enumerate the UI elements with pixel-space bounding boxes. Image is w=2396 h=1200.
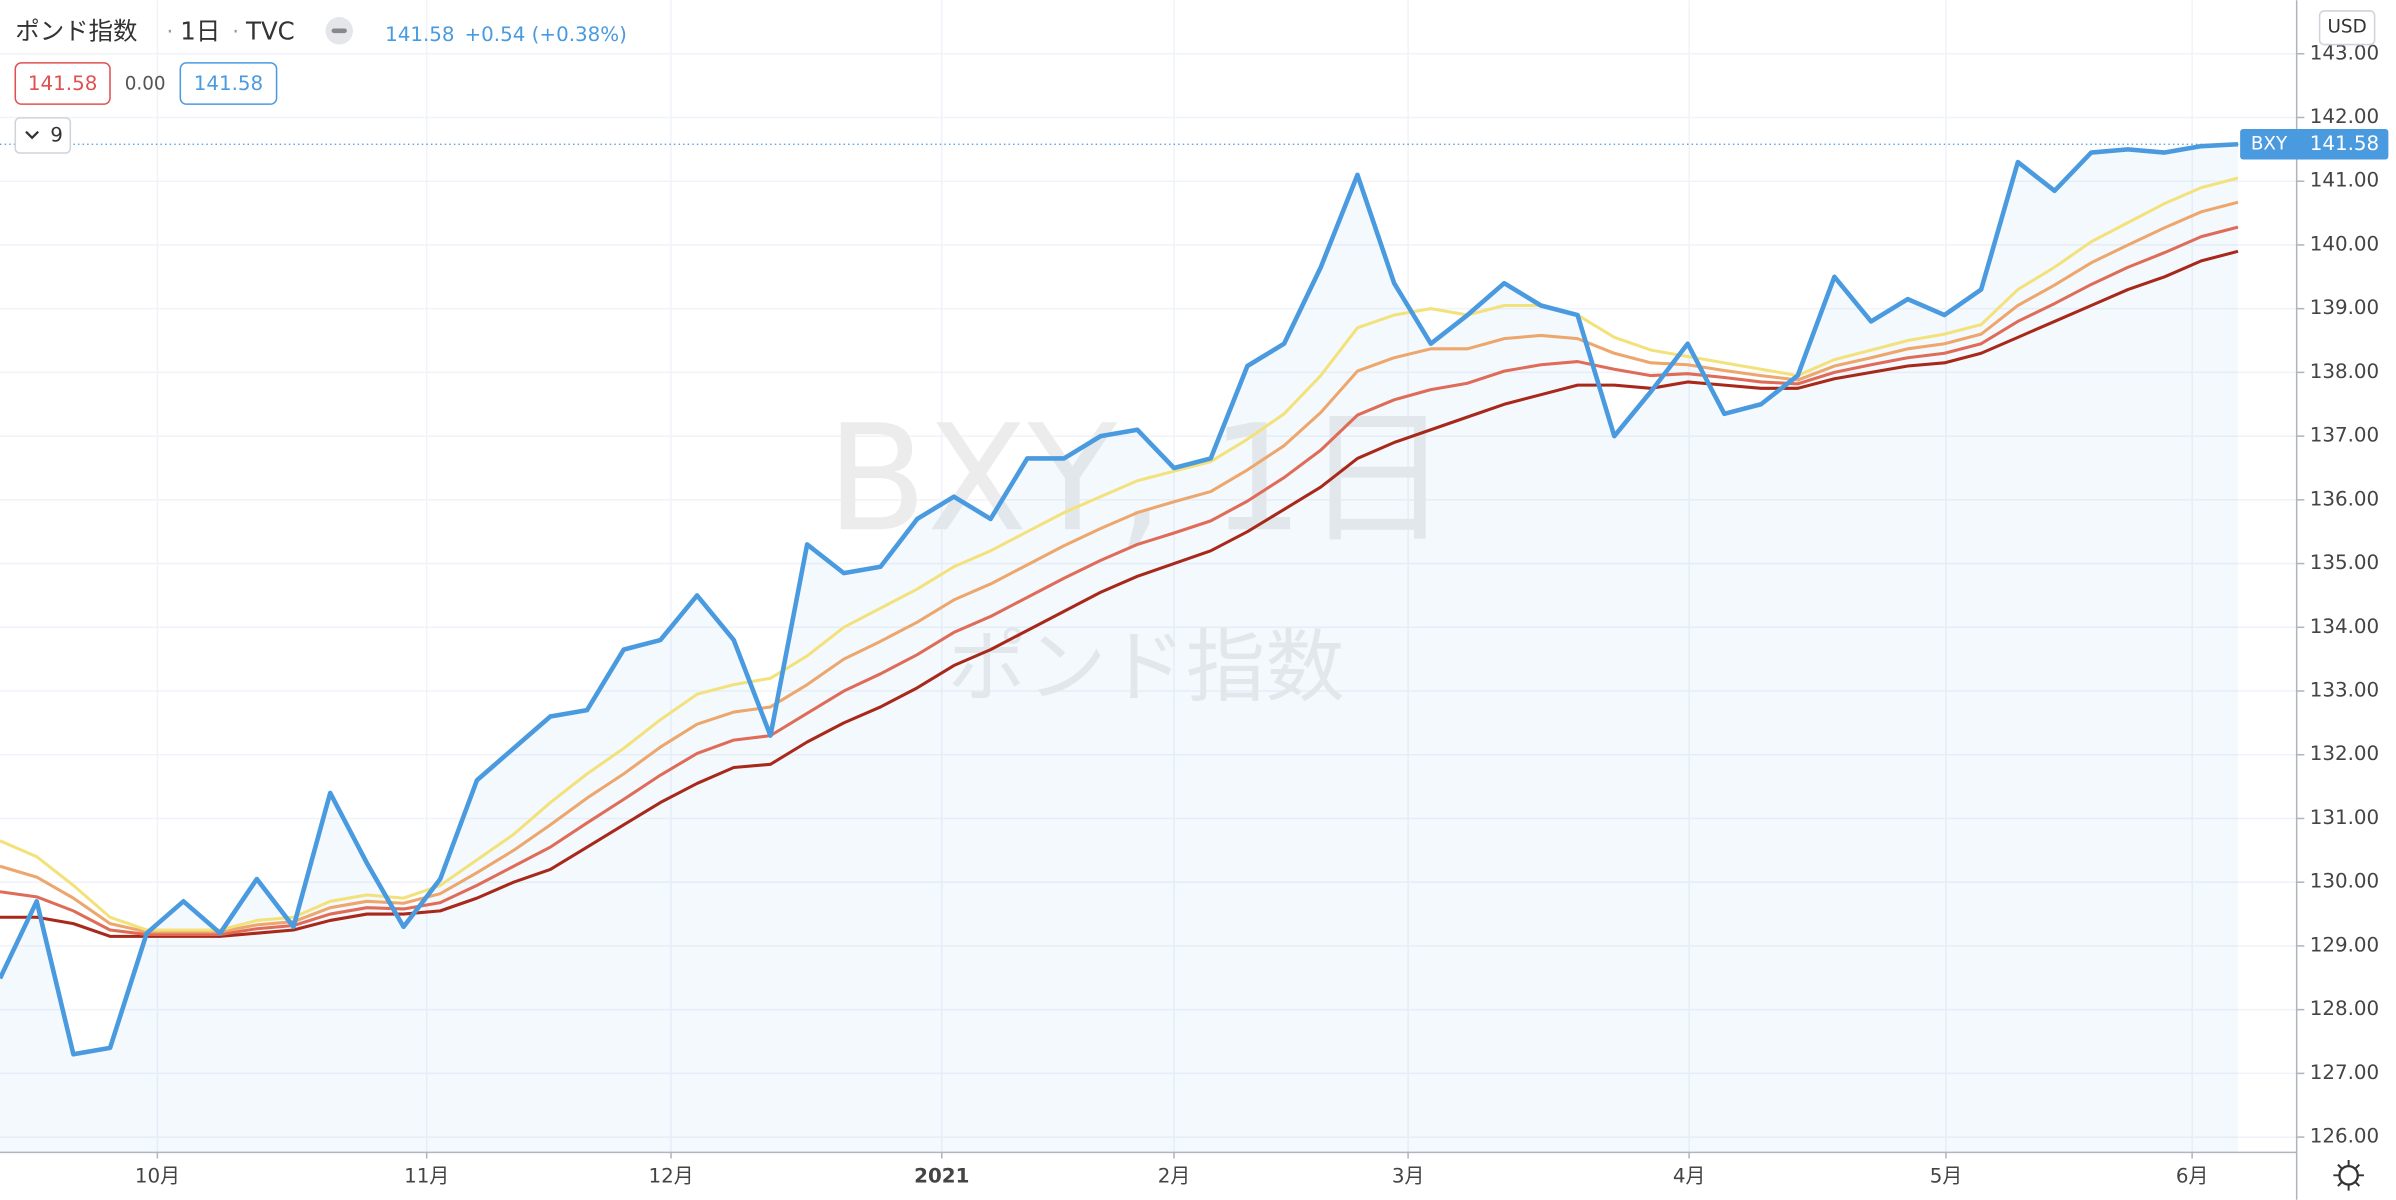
y-tick-label: 136.00 bbox=[2310, 487, 2380, 510]
ribbon-line bbox=[0, 225, 2239, 936]
header-change: +0.54 (+0.38%) bbox=[465, 23, 627, 46]
x-tick-label: 2021 bbox=[914, 1164, 969, 1187]
y-tick-label: 129.00 bbox=[2310, 933, 2380, 956]
y-tick-label: 130.00 bbox=[2310, 870, 2380, 893]
y-tick-label: 126.00 bbox=[2310, 1125, 2380, 1148]
buy-box[interactable] bbox=[179, 62, 278, 105]
plot: BXY, 1日 ポンド指数 bbox=[0, 141, 2297, 1153]
sell-price: 141.58 bbox=[28, 72, 97, 95]
y-tick-label: 139.00 bbox=[2310, 296, 2380, 319]
y-tick-label: 143.00 bbox=[2310, 41, 2380, 64]
price-label-box bbox=[2240, 128, 2389, 160]
chevron bbox=[25, 130, 40, 140]
ribbon-line bbox=[0, 249, 2239, 938]
price-label-name: BXY bbox=[2251, 133, 2288, 154]
y-tick-label: 142.00 bbox=[2310, 105, 2380, 128]
currency: USD bbox=[2328, 17, 2367, 38]
y-tick-label: 132.00 bbox=[2310, 742, 2380, 765]
y-tick-label: 138.00 bbox=[2310, 360, 2380, 383]
settings-icon-rays bbox=[2333, 1160, 2364, 1191]
symbol-title[interactable]: ポンド指数 bbox=[15, 16, 137, 45]
interval[interactable]: 1日 bbox=[180, 16, 220, 45]
y-tick-label: 128.00 bbox=[2310, 997, 2380, 1020]
header-price: 141.58 bbox=[385, 23, 455, 46]
sell-box[interactable] bbox=[14, 62, 111, 105]
y-tick-label: 131.00 bbox=[2310, 806, 2380, 829]
axes: 126.00 127.00 128.00 129.00 130.00 131.00 132.… bbox=[135, 41, 2389, 1187]
x-tick-label: 2月 bbox=[1158, 1164, 1191, 1187]
spread: 0.00 bbox=[125, 73, 166, 94]
y-tick-label: 137.00 bbox=[2310, 424, 2380, 447]
y-tick-label: 141.00 bbox=[2310, 169, 2380, 192]
x-tick-label: 6月 bbox=[2176, 1164, 2209, 1187]
price-label-value: 141.58 bbox=[2310, 132, 2380, 155]
x-tick-label: 11月 bbox=[404, 1164, 449, 1187]
ribbon-line bbox=[0, 200, 2239, 934]
x-tick-label: 12月 bbox=[648, 1164, 693, 1187]
status-icon-bar bbox=[331, 28, 347, 34]
area bbox=[0, 144, 2238, 1153]
x-tick-label: 10月 bbox=[135, 1164, 180, 1187]
indicator-toggle[interactable] bbox=[14, 117, 72, 154]
indicator-count: 9 bbox=[50, 124, 63, 147]
y-tick-label: 140.00 bbox=[2310, 232, 2380, 255]
watermark: BXY, 1日 bbox=[826, 393, 1450, 564]
y-tick-label: 135.00 bbox=[2310, 551, 2380, 574]
separator: · bbox=[167, 19, 174, 44]
x-tick-label: 3月 bbox=[1392, 1164, 1425, 1187]
grid bbox=[0, 0, 2297, 1153]
buy-price: 141.58 bbox=[194, 72, 264, 95]
y-tick-label: 127.00 bbox=[2310, 1061, 2380, 1084]
currency-box[interactable] bbox=[2318, 10, 2376, 46]
y-tick-label: 133.00 bbox=[2310, 679, 2380, 702]
y-tick-label: 134.00 bbox=[2310, 615, 2380, 638]
ribbon-line bbox=[0, 176, 2239, 932]
x-tick-label: 5月 bbox=[1930, 1164, 1963, 1187]
exchange: TVC bbox=[245, 16, 295, 45]
x-tick-label: 4月 bbox=[1673, 1164, 1706, 1187]
price-line bbox=[0, 141, 2239, 1057]
separator: · bbox=[232, 19, 239, 44]
